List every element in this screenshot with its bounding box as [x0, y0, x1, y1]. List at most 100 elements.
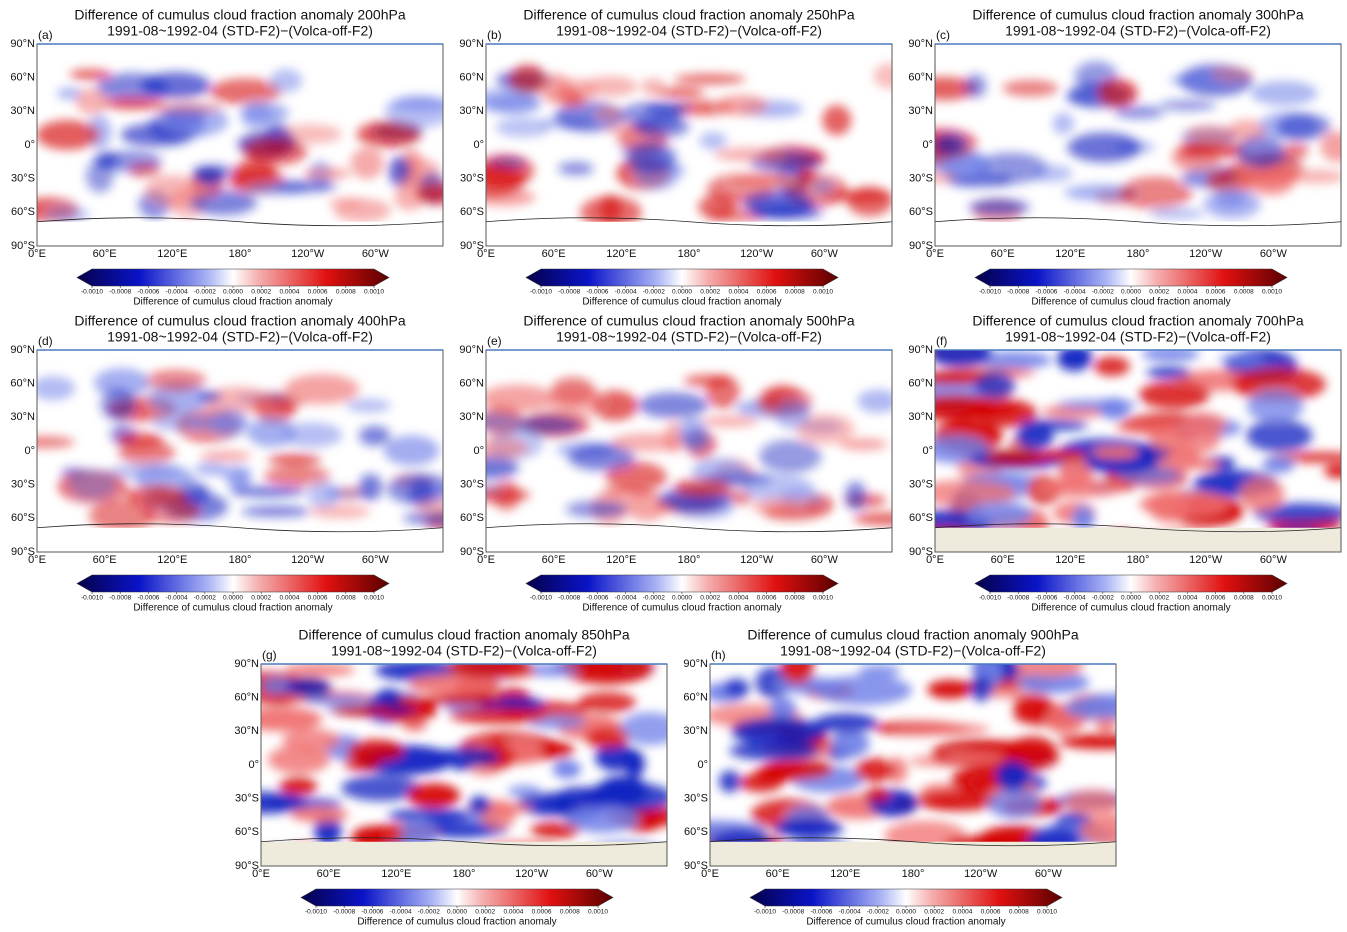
- coastline: [710, 837, 1116, 847]
- lon-tick-label: 60°W: [586, 868, 614, 880]
- lon-tick-label: 180°: [678, 248, 701, 260]
- panel-title: Difference of cumulus cloud fraction ano…: [298, 627, 629, 643]
- anomaly-blob: [1320, 131, 1341, 162]
- lat-tick-label: 30°S: [11, 479, 35, 491]
- anomaly-blob: [407, 783, 461, 809]
- anomaly-blob: [739, 175, 795, 186]
- colorbar-tick-label: 0.0006: [757, 595, 777, 602]
- anomaly-blob: [434, 747, 500, 767]
- anomaly-blob: [567, 443, 636, 471]
- lat-tick-label: 90°S: [11, 240, 35, 252]
- anomaly-blob: [418, 694, 504, 705]
- anomaly-blob: [1097, 78, 1138, 108]
- anomaly-field: [935, 61, 1341, 225]
- lon-tick-label: 60°W: [1260, 248, 1288, 260]
- anomaly-blob: [584, 727, 630, 749]
- anomaly-blob: [264, 465, 331, 487]
- colorbar-tick-label: 0.0006: [532, 909, 552, 916]
- colorbar-tick-label: 0.0000: [896, 909, 916, 916]
- anomaly-blob: [558, 161, 594, 176]
- colorbar-label: Difference of cumulus cloud fraction ano…: [1031, 603, 1230, 614]
- lat-tick-label: 90°N: [459, 38, 484, 50]
- lon-tick-label: 60°W: [362, 554, 390, 566]
- anomaly-blob: [358, 425, 391, 446]
- anomaly-blob: [486, 413, 521, 430]
- colorbar-tick-label: -0.0004: [166, 595, 188, 602]
- anomaly-blob: [232, 159, 277, 191]
- panel-title: Difference of cumulus cloud fraction ano…: [523, 313, 854, 329]
- anomaly-blob: [1219, 353, 1264, 366]
- anomaly-blob: [822, 105, 852, 136]
- colorbar-tick-label: 0.0002: [475, 909, 495, 916]
- anomaly-blob: [1179, 141, 1247, 159]
- lat-tick-label: 60°N: [683, 692, 708, 704]
- panel-label: (b): [487, 28, 502, 42]
- anomaly-blob: [1146, 366, 1191, 379]
- anomaly-blob: [755, 666, 790, 699]
- anomaly-blob: [1064, 789, 1116, 816]
- lon-tick-label: 0°E: [252, 868, 270, 880]
- anomaly-blob: [261, 707, 323, 732]
- anomaly-blob: [673, 477, 732, 499]
- map-field: [710, 664, 1116, 866]
- anomaly-blob: [247, 417, 296, 448]
- anomaly-blob: [290, 807, 349, 822]
- lat-tick-label: 90°S: [684, 860, 708, 872]
- anomaly-blob: [285, 677, 332, 698]
- anomaly-blob: [486, 454, 519, 480]
- colorbar-tick-label: 0.0010: [813, 289, 833, 296]
- anomaly-blob: [749, 204, 823, 220]
- anomaly-blob: [719, 770, 741, 793]
- antarctica: [486, 527, 892, 552]
- anomaly-blob: [495, 117, 551, 138]
- anomaly-blob: [1056, 350, 1092, 372]
- colorbar-tick-label: 0.0008: [1009, 909, 1029, 916]
- anomaly-blob: [69, 468, 117, 500]
- anomaly-blob: [284, 374, 360, 405]
- lon-tick-label: 60°E: [542, 248, 566, 260]
- colorbar-tick-label: 0.0002: [1149, 595, 1169, 602]
- anomaly-blob: [447, 664, 533, 679]
- colorbar-tick-label: -0.0004: [1064, 595, 1086, 602]
- anomaly-blob: [192, 164, 235, 179]
- panel-label: (g): [262, 648, 277, 662]
- colorbar-tick-label: 0.0006: [1206, 595, 1226, 602]
- lat-tick-label: 30°N: [10, 105, 35, 117]
- lon-tick-label: 180°: [453, 868, 476, 880]
- panel-label: (f): [936, 334, 947, 348]
- colorbar-tick-label: -0.0008: [109, 595, 131, 602]
- anomaly-blob: [203, 386, 272, 414]
- colorbar: [76, 268, 390, 287]
- anomaly-blob: [1067, 132, 1142, 163]
- colorbar-tick-label: -0.0002: [418, 909, 440, 916]
- colorbar-tick-label: -0.0006: [1035, 595, 1057, 602]
- colorbar-tick-label: -0.0010: [754, 909, 776, 916]
- anomaly-blob: [854, 757, 895, 783]
- anomaly-blob: [356, 120, 421, 149]
- colorbar-tick-label: -0.0002: [194, 595, 216, 602]
- colorbar-tick-label: -0.0004: [839, 909, 861, 916]
- anomaly-blob: [984, 449, 1047, 466]
- colorbar-tick-label: 0.0000: [1121, 289, 1141, 296]
- lon-tick-label: 120°W: [740, 248, 774, 260]
- panel: Difference of cumulus cloud fraction ano…: [459, 313, 893, 614]
- lon-tick-label: 0°E: [28, 248, 46, 260]
- lat-tick-label: 90°S: [460, 240, 484, 252]
- anomaly-blob: [821, 190, 892, 202]
- anomaly-blob: [706, 375, 741, 409]
- anomaly-blob: [1149, 422, 1221, 457]
- colorbar-tick-label: 0.0000: [1121, 595, 1141, 602]
- anomaly-blob: [282, 422, 343, 448]
- anomaly-blob: [896, 723, 990, 735]
- colorbar-tick-label: -0.0006: [1035, 289, 1057, 296]
- anomaly-blob: [267, 798, 343, 810]
- antarctica: [935, 221, 1341, 246]
- lon-tick-label: 120°W: [515, 868, 549, 880]
- colorbar-tick-label: 0.0006: [1206, 289, 1226, 296]
- lon-tick-label: 60°W: [811, 248, 839, 260]
- colorbar-tick-label: 0.0008: [1234, 595, 1254, 602]
- anomaly-blob: [886, 756, 908, 784]
- anomaly-blob: [619, 712, 667, 746]
- colorbar: [76, 574, 390, 593]
- anomaly-blob: [37, 376, 76, 401]
